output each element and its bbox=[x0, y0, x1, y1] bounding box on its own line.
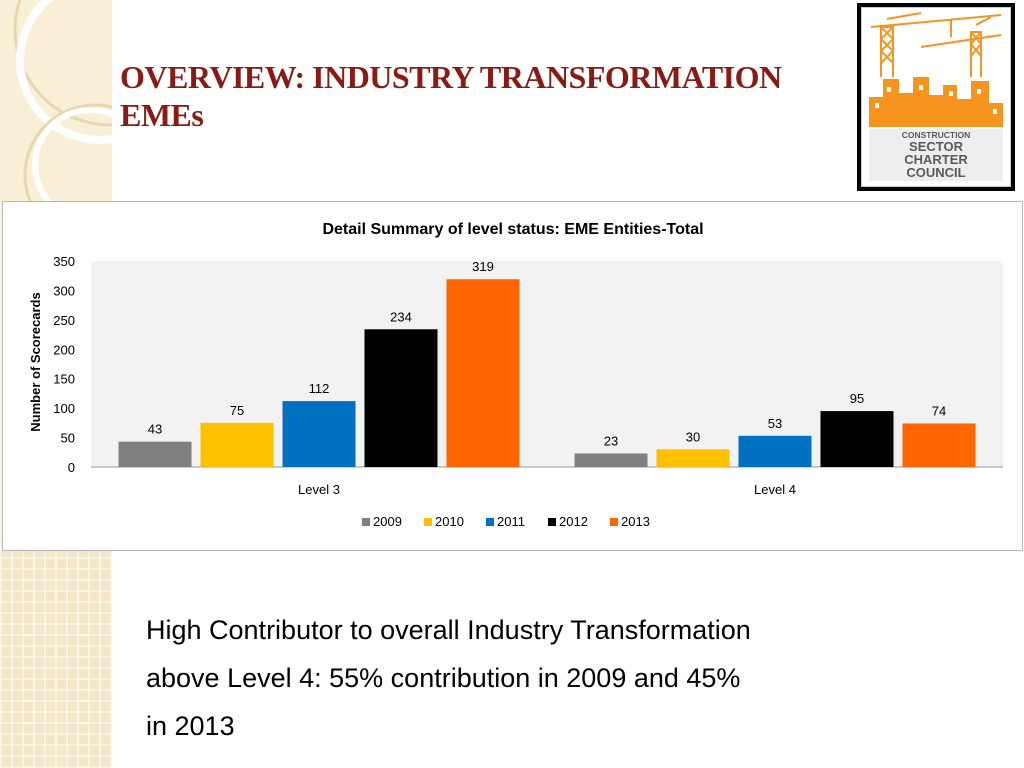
bar-2009-level-3 bbox=[118, 441, 192, 467]
bar-chart: Detail Summary of level status: EME Enti… bbox=[28, 221, 1003, 529]
legend-swatch bbox=[362, 518, 370, 526]
data-label: 43 bbox=[148, 422, 162, 437]
legend-swatch bbox=[424, 518, 432, 526]
legend-label: 2009 bbox=[373, 514, 402, 529]
y-tick-label: 300 bbox=[53, 283, 75, 298]
y-tick-label: 200 bbox=[53, 342, 75, 357]
legend-label: 2010 bbox=[435, 514, 464, 529]
legend-swatch bbox=[486, 518, 494, 526]
data-label: 74 bbox=[932, 403, 946, 418]
y-tick-label: 150 bbox=[53, 372, 75, 387]
data-label: 95 bbox=[850, 391, 864, 406]
data-label: 30 bbox=[686, 429, 700, 444]
data-label: 319 bbox=[472, 259, 494, 274]
y-tick-label: 50 bbox=[61, 431, 75, 446]
slide-title-line-1: OVERVIEW: INDUSTRY TRANSFORMATION bbox=[120, 59, 782, 95]
data-label: 112 bbox=[309, 381, 330, 396]
body-line-2: above Level 4: 55% contribution in 2009 … bbox=[146, 663, 741, 693]
x-category-label: Level 4 bbox=[754, 482, 796, 497]
y-tick-label: 100 bbox=[53, 401, 75, 416]
bar-2011-level-4 bbox=[738, 435, 812, 467]
city-skyline-icon bbox=[869, 77, 1003, 127]
legend-swatch bbox=[548, 518, 556, 526]
body-line-3: in 2013 bbox=[146, 711, 235, 741]
slide-body-text: High Contributor to overall Industry Tra… bbox=[146, 606, 906, 750]
bar-2013-level-3 bbox=[446, 279, 520, 467]
council-logo: CONSTRUCTION SECTOR CHARTER COUNCIL bbox=[857, 3, 1015, 191]
slide-title: OVERVIEW: INDUSTRY TRANSFORMATION EMEs bbox=[120, 58, 860, 134]
chart-title: Detail Summary of level status: EME Enti… bbox=[322, 221, 703, 238]
decorative-circles-graphic bbox=[13, 0, 112, 205]
legend-label: 2013 bbox=[621, 514, 650, 529]
legend-label: 2012 bbox=[559, 514, 588, 529]
y-tick-label: 250 bbox=[53, 313, 75, 328]
x-category-label: Level 3 bbox=[298, 482, 340, 497]
legend-label: 2011 bbox=[497, 514, 525, 529]
council-logo-inner: CONSTRUCTION SECTOR CHARTER COUNCIL bbox=[860, 6, 1012, 188]
data-label: 75 bbox=[230, 403, 244, 418]
bar-2013-level-4 bbox=[902, 423, 976, 467]
body-line-1: High Contributor to overall Industry Tra… bbox=[146, 615, 751, 645]
crane-icon bbox=[870, 12, 1002, 77]
logo-line-sector: SECTOR bbox=[909, 139, 964, 154]
logo-line-charter: CHARTER bbox=[904, 152, 968, 167]
data-label: 234 bbox=[390, 309, 412, 324]
bar-2011-level-3 bbox=[282, 401, 356, 467]
logo-line-construction: CONSTRUCTION bbox=[902, 130, 970, 140]
data-label: 23 bbox=[604, 433, 618, 448]
bar-2010-level-3 bbox=[200, 422, 274, 467]
legend-swatch bbox=[610, 518, 618, 526]
bar-2012-level-3 bbox=[364, 329, 438, 467]
bar-2012-level-4 bbox=[820, 411, 894, 467]
slide-title-line-2: EMEs bbox=[120, 97, 204, 133]
y-tick-label: 350 bbox=[53, 254, 75, 269]
bar-2009-level-4 bbox=[574, 453, 648, 467]
decorative-circles bbox=[0, 0, 112, 205]
bar-2010-level-4 bbox=[656, 449, 730, 467]
chart-container: Detail Summary of level status: EME Enti… bbox=[2, 201, 1023, 551]
chart-y-axis-label: Number of Scorecards bbox=[28, 292, 43, 431]
y-tick-label: 0 bbox=[68, 460, 75, 475]
logo-line-council: COUNCIL bbox=[906, 165, 965, 180]
council-logo-graphic: CONSTRUCTION SECTOR CHARTER COUNCIL bbox=[860, 6, 1012, 188]
data-label: 53 bbox=[768, 416, 782, 431]
